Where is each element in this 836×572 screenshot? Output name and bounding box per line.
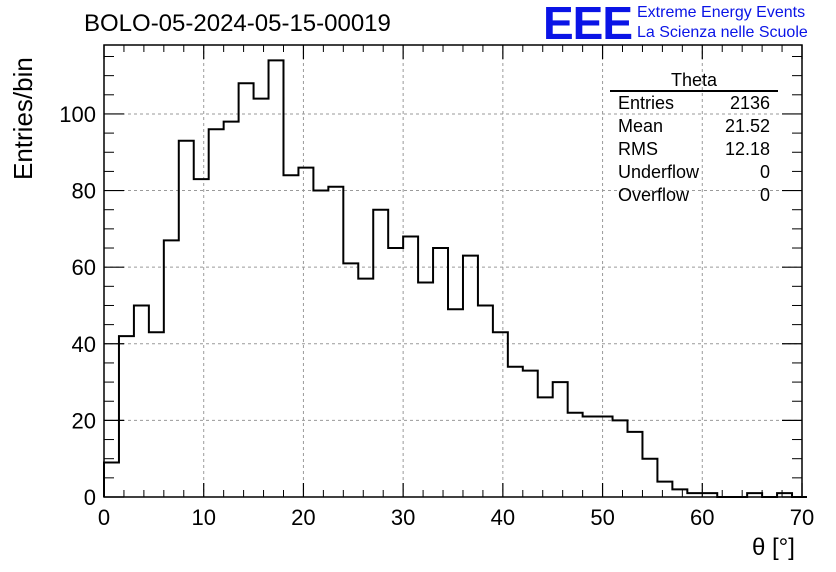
histogram-bin — [373, 210, 388, 497]
stats-label: RMS — [618, 139, 658, 159]
histogram-bin — [613, 420, 628, 497]
y-tick-label: 60 — [72, 255, 96, 280]
histogram-bin — [403, 237, 418, 497]
x-tick-label: 30 — [391, 505, 415, 530]
plot-frame — [103, 44, 803, 498]
histogram-bin — [538, 397, 553, 497]
histogram-bin — [104, 463, 119, 497]
logo-caption: Extreme Energy Events La Scienza nelle S… — [637, 3, 808, 43]
stats-value: 0 — [759, 162, 770, 182]
grid — [104, 45, 802, 497]
histogram-bin — [418, 282, 433, 497]
histogram-bin — [149, 332, 164, 497]
y-tick-label: 20 — [72, 408, 96, 433]
histogram-bin — [328, 187, 343, 497]
stats-row: Underflow 0 — [610, 161, 778, 184]
stats-label: Mean — [618, 116, 664, 136]
x-tick-label: 10 — [191, 505, 215, 530]
histogram-bin — [224, 122, 239, 497]
stats-value: 12.18 — [724, 139, 770, 159]
y-tick-label: 0 — [84, 485, 96, 510]
x-tick-label: 50 — [590, 505, 614, 530]
histogram-bin — [657, 482, 672, 497]
x-tick-label: 40 — [491, 505, 515, 530]
y-tick-label: 80 — [72, 179, 96, 204]
x-tick-label: 70 — [790, 505, 814, 530]
histogram-bin — [642, 459, 657, 497]
eee-logo: EEE — [543, 0, 633, 49]
x-tick-label: 0 — [98, 505, 110, 530]
tick-labels: 0 10 20 30 40 50 60 70 0 20 40 60 80 100 — [59, 102, 814, 530]
stats-label: Overflow — [618, 185, 690, 205]
stats-box: Theta Entries 2136 Mean 21.52 RMS 12.18 … — [610, 70, 778, 207]
stats-value: 0 — [759, 185, 770, 205]
histogram-bin — [298, 168, 313, 497]
stats-row: Overflow 0 — [610, 184, 778, 207]
stats-label: Underflow — [618, 162, 700, 182]
histogram-bin — [672, 489, 687, 497]
stats-row: Entries 2136 — [610, 92, 778, 115]
x-tick-label: 60 — [690, 505, 714, 530]
histogram-bin — [358, 279, 373, 497]
histogram-bin — [568, 413, 583, 497]
histogram-bin — [254, 99, 269, 497]
plot-title: BOLO-05-2024-05-15-00019 — [84, 10, 391, 37]
logo-line-1: Extreme Energy Events — [637, 4, 806, 21]
histogram-bin — [269, 60, 284, 497]
histogram-bin — [433, 248, 448, 497]
histogram-bin — [194, 179, 209, 497]
histogram-bin — [598, 417, 613, 497]
histogram-bin — [463, 256, 478, 497]
histogram-bin — [508, 367, 523, 497]
x-axis-label: θ [°] — [752, 534, 795, 561]
histogram-bin — [134, 305, 149, 497]
y-tick-label: 40 — [72, 332, 96, 357]
stats-value: 2136 — [729, 93, 770, 113]
histogram-outline — [103, 59, 807, 498]
histogram-bin — [164, 240, 179, 497]
histogram-bin — [628, 432, 643, 497]
stats-value: 21.52 — [724, 116, 770, 136]
y-tick-label: 100 — [59, 102, 96, 127]
histogram-bin — [209, 129, 224, 497]
y-axis-label: Entries/bin — [8, 57, 38, 180]
logo-line-2: La Scienza nelle Scuole — [637, 24, 808, 41]
stats-row: Mean 21.52 — [610, 115, 778, 138]
histogram-bin — [239, 83, 254, 497]
histogram-bin — [583, 417, 598, 497]
histogram-bin — [283, 175, 298, 497]
x-tick-label: 20 — [291, 505, 315, 530]
histogram-bin — [478, 305, 493, 497]
histogram-bin — [448, 309, 463, 497]
stats-title: Theta — [610, 70, 778, 92]
histogram-bin — [388, 248, 403, 497]
stats-row: RMS 12.18 — [610, 138, 778, 161]
histogram-bin — [493, 332, 508, 497]
histogram-bin — [119, 336, 134, 497]
histogram-bin — [523, 371, 538, 497]
histogram-bin — [343, 263, 358, 497]
stats-label: Entries — [618, 93, 675, 113]
histogram-bin — [179, 141, 194, 497]
histogram-bin — [553, 382, 568, 497]
